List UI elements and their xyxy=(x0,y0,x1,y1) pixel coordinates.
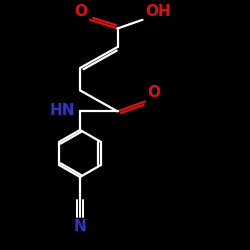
Text: N: N xyxy=(74,219,86,234)
Text: O: O xyxy=(74,4,88,18)
Text: OH: OH xyxy=(145,4,171,18)
Text: HN: HN xyxy=(50,103,75,118)
Text: O: O xyxy=(148,85,160,100)
